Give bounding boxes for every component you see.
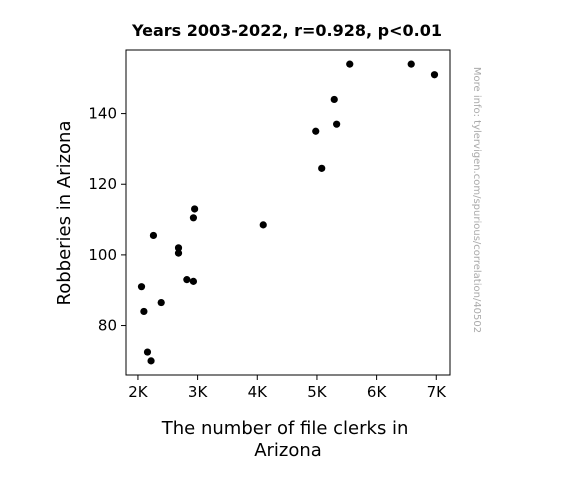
- y-axis-label: Robberies in Arizona: [54, 121, 75, 306]
- scatter-point: [143, 348, 152, 356]
- scatter-point: [318, 164, 326, 172]
- y-axis-ticks: 80 100 120 140: [88, 105, 126, 335]
- scatter-point: [407, 60, 415, 68]
- scatter-point: [259, 221, 267, 229]
- scatter-point: [330, 95, 338, 104]
- plot-area-frame: [125, 49, 451, 376]
- scatter-point: [174, 249, 183, 257]
- scatter-point: [312, 127, 320, 135]
- scatter-point: [174, 244, 183, 252]
- y-tick-label: 100: [88, 246, 117, 264]
- scatter-point: [191, 205, 199, 213]
- scatter-point: [346, 60, 354, 68]
- scatter-point: [149, 231, 158, 240]
- x-axis-label-line-1: The number of file clerks in: [161, 418, 409, 439]
- scatter-point: [333, 120, 341, 128]
- x-tick-label: 6K: [367, 383, 388, 401]
- x-tick-label: 3K: [188, 383, 209, 401]
- scatter-point: [183, 276, 191, 284]
- scatter-point: [137, 283, 146, 291]
- x-axis-label: The number of file clerks in Arizona: [161, 418, 414, 461]
- x-tick-label: 7K: [427, 383, 448, 401]
- scatter-point: [189, 277, 198, 285]
- scatter-point: [430, 71, 439, 79]
- data-points: [137, 60, 439, 365]
- y-tick-label: 80: [98, 317, 117, 335]
- y-tick-label: 140: [88, 105, 117, 123]
- x-tick-label: 2K: [128, 383, 149, 401]
- x-axis-ticks: 2K 3K 4K 5K 6K 7K: [128, 375, 447, 401]
- y-tick-label: 120: [88, 175, 117, 193]
- scatter-point: [140, 307, 148, 316]
- scatter-point: [147, 357, 155, 365]
- source-note: More info: tylervigen.com/spurious/corre…: [471, 67, 482, 333]
- x-tick-label: 4K: [248, 383, 269, 401]
- chart-title: Years 2003-2022, r=0.928, p<0.01: [131, 21, 442, 40]
- scatter-point: [157, 298, 165, 307]
- scatter-point: [189, 214, 198, 222]
- x-tick-label: 5K: [307, 383, 328, 401]
- x-axis-label-line-2: Arizona: [254, 440, 322, 461]
